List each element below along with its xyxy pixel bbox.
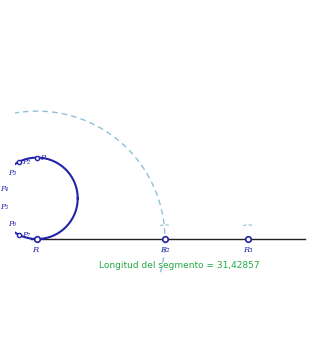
Text: P₃: P₃ (8, 169, 16, 177)
Text: P₂: P₂ (22, 158, 30, 166)
Text: P₆: P₆ (8, 220, 16, 228)
Text: R₂: R₂ (160, 246, 170, 255)
Text: P₄: P₄ (0, 185, 8, 193)
Text: P₅: P₅ (0, 203, 8, 211)
Text: Longitud del segmento = 31,42857: Longitud del segmento = 31,42857 (99, 261, 260, 270)
Text: P₇: P₇ (22, 231, 30, 239)
Text: P: P (40, 154, 45, 162)
Text: R: R (32, 246, 38, 255)
Text: R₃: R₃ (243, 246, 253, 255)
